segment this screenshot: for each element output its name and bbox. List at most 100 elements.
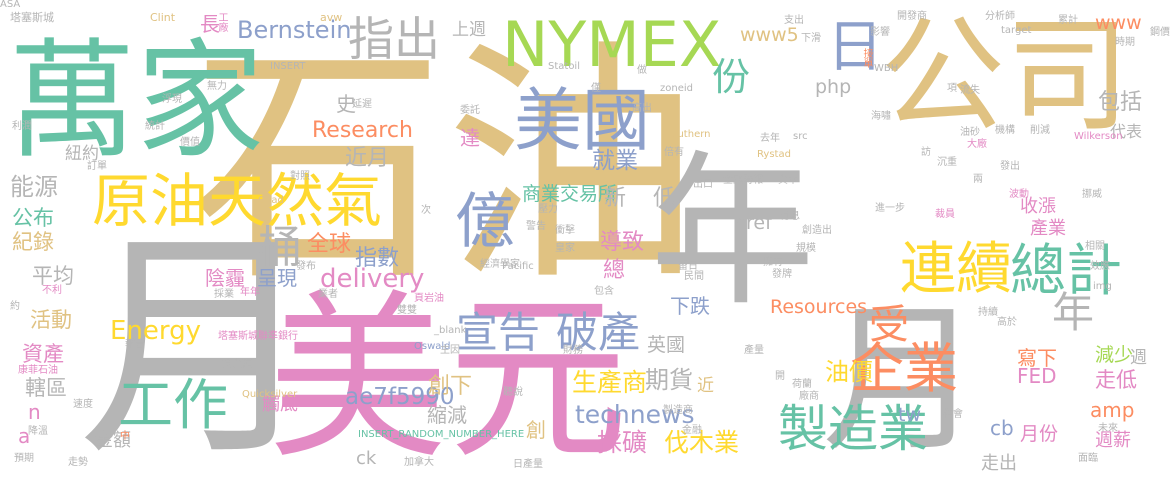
word-84: 走出 (981, 453, 1017, 474)
word-43: FED (1017, 364, 1057, 388)
word-83: 金額 (95, 430, 131, 451)
word-183: 加拿大 (404, 457, 434, 468)
word-88: 週 (1130, 348, 1147, 368)
word-59: 能源 (10, 173, 58, 201)
word-134: img (1093, 281, 1112, 292)
word-11: 連續 (900, 237, 1012, 302)
word-37: 生產商 (572, 368, 648, 397)
word-164: 財務 (563, 345, 583, 356)
word-60: 公布 (12, 206, 54, 230)
word-117: 訂單 (87, 161, 107, 172)
word-0: 石油 (190, 19, 701, 316)
word-66: 近月 (345, 146, 390, 171)
word-157: 報告 (125, 339, 145, 350)
word-99: WBH (874, 63, 899, 74)
word-4: 美元 (268, 275, 629, 482)
word-143: 付息 (780, 211, 800, 222)
word-6: 月 (822, 286, 983, 473)
word-199: ASA (0, 0, 21, 10)
word-17: 指出 (348, 12, 440, 66)
word-100: 接單 (861, 48, 872, 68)
word-23: 年 (1052, 288, 1095, 337)
word-140: 皇家 (555, 243, 575, 254)
word-193: 訪 (921, 147, 931, 158)
word-144: 創造出 (802, 225, 832, 236)
word-1: 公司 (880, 4, 1130, 149)
word-72: 新 (604, 186, 627, 211)
word-34: 呈現 (257, 266, 297, 290)
word-150: 包含 (594, 286, 614, 297)
word-122: 大廠 (967, 139, 987, 150)
word-61: 紀錄 (12, 230, 54, 254)
word-13: 企業 (850, 337, 958, 400)
word-30: technews (575, 400, 695, 429)
word-62: 平均 (32, 264, 74, 288)
word-185: 支出 (784, 15, 804, 26)
word-58: 代表 (1110, 122, 1143, 141)
word-194: 削減 (1030, 125, 1050, 136)
word-68: 史 (336, 92, 356, 116)
word-152: 年年 (240, 287, 260, 298)
word-137: 警告 (526, 221, 546, 232)
word-163: 主因 (440, 345, 460, 356)
word-108: zoneid (660, 83, 693, 94)
word-78: 創下 (428, 374, 473, 399)
word-85: ck (356, 448, 377, 469)
word-53: 走低 (1095, 368, 1137, 392)
word-116: Wilkerson (1074, 131, 1123, 142)
word-158: 康菲石油 (18, 365, 58, 376)
word-71: 達 (460, 126, 480, 150)
word-94: Statoil (548, 61, 580, 72)
word-96: 分析師 (985, 11, 1015, 22)
word-124: 機構 (995, 125, 1015, 136)
word-175: 聽說 (503, 387, 523, 398)
word-127: 兩 (973, 174, 983, 185)
word-74: 導致 (600, 230, 645, 255)
word-79: 縮減 (427, 403, 467, 427)
word-146: 擁有 (763, 257, 783, 268)
word-171: 未來 (1098, 423, 1118, 434)
word-31: 全球 (307, 232, 352, 257)
word-16: 工作 (118, 373, 229, 437)
word-103: 統計 (145, 121, 165, 132)
word-98: 時期 (1115, 37, 1135, 48)
word-113: 金融時報 (723, 175, 763, 186)
word-81: 創 (526, 418, 546, 442)
word-54: 減少 (1095, 344, 1134, 366)
word-7: NYMEX (502, 8, 722, 81)
word-107: 委託 (460, 105, 480, 116)
word-64: 資產 (22, 342, 64, 366)
word-177: 預期 (14, 453, 34, 464)
word-8: 美國 (514, 82, 651, 161)
word-45: href (734, 212, 772, 234)
word-115: Chad (258, 195, 284, 206)
word-48: www (1095, 12, 1142, 34)
word-27: Bernstein (237, 16, 352, 44)
word-132: 相關 (1085, 241, 1105, 252)
word-10: 億 (455, 187, 515, 257)
word-32: 指數 (355, 246, 400, 271)
word-167: 開 (775, 371, 785, 382)
word-46: php (815, 76, 852, 98)
word-176: 製造商 (663, 405, 693, 416)
word-114: 資本 (778, 175, 798, 186)
word-178: 降溫 (28, 426, 48, 437)
word-159: 頁岩油 (414, 293, 444, 304)
word-51: 月份 (1020, 423, 1059, 445)
word-12: 總計 (1010, 239, 1122, 304)
word-155: 塔塞斯城聯準銀行 (218, 331, 298, 342)
word-173: 速度 (73, 399, 93, 410)
word-142: Pacific (502, 261, 534, 272)
word-198: 次 (421, 205, 431, 216)
word-44: amp (1090, 398, 1135, 422)
word-161: _blank (434, 325, 467, 336)
word-38: 商業交易所 (522, 183, 618, 205)
word-111: Rystad (757, 149, 791, 160)
word-156: 不利 (42, 285, 62, 296)
word-90: Clint (150, 11, 176, 24)
word-148: 留日 (678, 261, 698, 272)
word-149: 民間 (684, 271, 704, 282)
word-91: 工廠 (216, 12, 227, 32)
word-174: Quicksilver (242, 389, 298, 400)
word-36: 伐木業 (664, 428, 740, 457)
